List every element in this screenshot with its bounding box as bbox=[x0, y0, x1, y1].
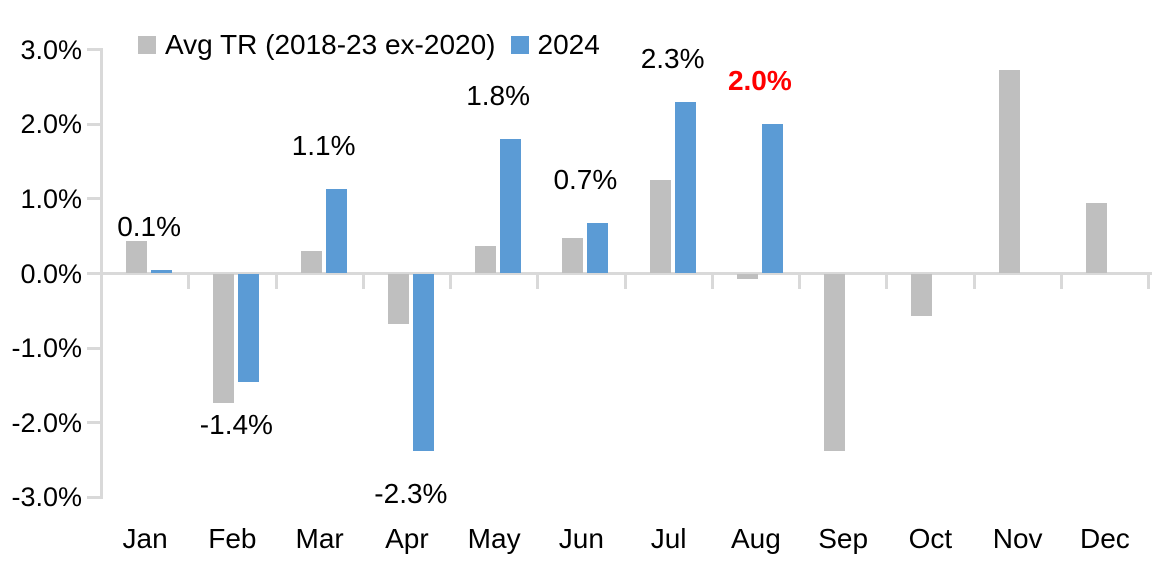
x-axis-label-jun: Jun bbox=[558, 523, 604, 554]
y-axis-label: 0.0% bbox=[20, 258, 82, 289]
y-axis-label: 3.0% bbox=[20, 34, 82, 65]
x-axis-label-jan: Jan bbox=[122, 523, 168, 554]
x-axis-label-dec: Dec bbox=[1079, 523, 1130, 554]
legend: Avg TR (2018-23 ex-2020) 2024 bbox=[138, 31, 600, 59]
y-axis-tick bbox=[87, 495, 100, 499]
x-axis-label-may: May bbox=[467, 523, 521, 554]
x-axis-tick bbox=[187, 273, 191, 289]
x-axis-tick bbox=[274, 273, 278, 289]
y-axis-tick bbox=[87, 421, 100, 425]
bar-avg-tr-sep bbox=[824, 273, 846, 452]
data-label-mar: 1.1% bbox=[291, 130, 356, 162]
x-axis-tick bbox=[1059, 273, 1063, 289]
bar-avg-tr-aug bbox=[736, 273, 758, 280]
legend-swatch-2024 bbox=[510, 36, 529, 54]
x-axis-tick bbox=[536, 273, 540, 289]
x-axis-tick bbox=[885, 273, 889, 289]
y-axis-label: -2.0% bbox=[11, 407, 82, 438]
data-label-apr: -2.3% bbox=[374, 478, 448, 510]
x-axis-label-jul: Jul bbox=[650, 523, 687, 554]
legend-swatch-avg-tr bbox=[138, 36, 156, 54]
data-label-feb: -1.4% bbox=[199, 408, 273, 440]
x-axis-tick bbox=[361, 273, 365, 289]
bar-2024-may bbox=[500, 139, 522, 274]
legend-item-avg-tr: Avg TR (2018-23 ex-2020) bbox=[138, 31, 496, 59]
y-axis-tick bbox=[87, 272, 100, 275]
x-axis-label-mar: Mar bbox=[295, 523, 344, 554]
data-label-jul: 2.3% bbox=[640, 42, 705, 74]
bar-2024-feb bbox=[238, 273, 260, 382]
bar-avg-tr-oct bbox=[911, 273, 933, 317]
y-axis-tick bbox=[87, 346, 100, 350]
x-axis-label-feb: Feb bbox=[208, 523, 257, 554]
y-axis-label: 1.0% bbox=[20, 183, 82, 214]
legend-label-2024: 2024 bbox=[537, 29, 600, 60]
data-label-jun: 0.7% bbox=[553, 163, 618, 195]
data-label-aug: 2.0% bbox=[727, 65, 792, 97]
bar-avg-tr-apr bbox=[387, 273, 409, 325]
bar-avg-tr-feb bbox=[213, 273, 235, 404]
bar-avg-tr-nov bbox=[998, 69, 1020, 274]
x-axis-label-sep: Sep bbox=[818, 523, 869, 554]
x-axis-tick bbox=[100, 273, 103, 289]
y-axis-label: -1.0% bbox=[11, 333, 82, 364]
x-axis-label-apr: Apr bbox=[385, 523, 429, 554]
data-label-jan: 0.1% bbox=[117, 210, 182, 242]
bar-avg-tr-may bbox=[475, 245, 497, 274]
x-axis-label-oct: Oct bbox=[908, 523, 953, 554]
bar-2024-apr bbox=[412, 273, 434, 452]
x-axis-tick bbox=[710, 273, 714, 289]
bar-avg-tr-jan bbox=[126, 241, 148, 274]
y-axis-label: -3.0% bbox=[11, 482, 82, 513]
x-axis-tick bbox=[972, 273, 976, 289]
legend-label-avg-tr: Avg TR (2018-23 ex-2020) bbox=[165, 29, 496, 60]
x-axis-tick bbox=[1147, 273, 1150, 289]
legend-item-2024: 2024 bbox=[510, 29, 600, 60]
y-axis-label: 2.0% bbox=[20, 109, 82, 140]
bar-2024-jun bbox=[587, 222, 609, 274]
y-axis-tick bbox=[87, 197, 100, 201]
bar-2024-aug bbox=[761, 124, 783, 274]
x-axis-tick bbox=[623, 273, 627, 289]
data-label-may: 1.8% bbox=[466, 80, 531, 112]
bar-avg-tr-jun bbox=[562, 238, 584, 274]
bar-2024-mar bbox=[325, 189, 347, 274]
x-axis-label-aug: Aug bbox=[730, 523, 781, 554]
bar-avg-tr-mar bbox=[300, 251, 322, 274]
bar-2024-jan bbox=[151, 269, 173, 274]
x-axis-tick bbox=[798, 273, 801, 289]
bar-2024-jul bbox=[674, 101, 696, 274]
x-axis-label-nov: Nov bbox=[992, 523, 1043, 554]
bar-avg-tr-dec bbox=[1085, 202, 1107, 274]
y-axis-tick bbox=[87, 48, 100, 52]
x-axis-tick bbox=[449, 273, 452, 289]
y-axis-tick bbox=[87, 122, 100, 126]
bar-avg-tr-jul bbox=[649, 179, 671, 274]
